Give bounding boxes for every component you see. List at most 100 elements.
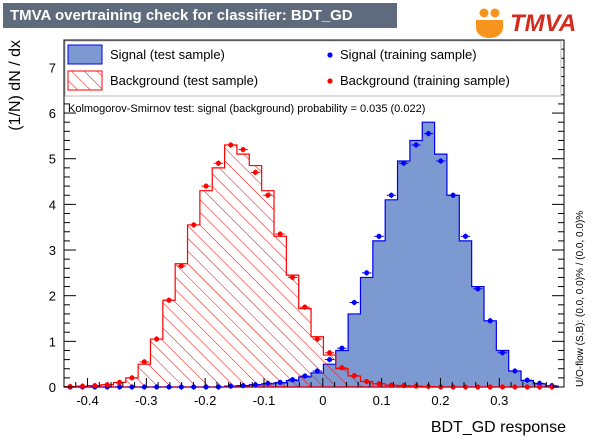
signal-train-point (487, 318, 493, 324)
signal-train-point (462, 233, 468, 239)
background-train-point (537, 384, 543, 390)
background-train-point (302, 304, 308, 310)
background-train-point (500, 384, 506, 390)
signal-train-point (252, 382, 258, 388)
signal-train-point (314, 368, 320, 374)
signal-train-point (438, 158, 444, 164)
background-train-point (413, 383, 419, 389)
x-tick-label: -0.3 (135, 393, 157, 408)
signal-train-point (351, 300, 357, 306)
signal-train-point (203, 384, 209, 390)
background-train-point (104, 382, 110, 388)
background-train-point (277, 231, 283, 237)
legend-marker-signal-train (327, 52, 333, 58)
background-train-point (129, 375, 135, 381)
y-tick-label: 1 (49, 334, 56, 349)
y-tick-label: 2 (49, 289, 56, 304)
legend-swatch-signal-test (67, 44, 103, 65)
training-points (65, 130, 557, 390)
background-train-point (178, 263, 184, 269)
logo-text: TMVA (510, 10, 576, 37)
background-train-point (512, 384, 518, 390)
legend-box (64, 40, 562, 97)
y-tick-label: 7 (49, 60, 56, 75)
signal-train-point (302, 373, 308, 379)
legend-background-test: Background (test sample) (110, 73, 258, 88)
background-train-point (524, 384, 530, 390)
signal-train-point (339, 345, 345, 351)
legend-background-train: Background (training sample) (340, 73, 510, 88)
y-tick-label: 3 (49, 243, 56, 258)
y-axis-title: (1/N) dN / dx (7, 40, 24, 131)
x-tick-label: 0.3 (490, 393, 508, 408)
signal-train-point (129, 384, 135, 390)
background-train-point (228, 142, 234, 148)
background-train-point (339, 365, 345, 371)
x-tick-label: 0.1 (373, 393, 391, 408)
x-axis-title: BDT_GD response (431, 419, 566, 436)
plot-title: TMVA overtraining check for classifier: … (3, 3, 397, 28)
background-train-point (191, 222, 197, 228)
background-train-point (92, 383, 98, 389)
signal-train-point (401, 160, 407, 166)
background-train-point (215, 160, 221, 166)
ks-test-text: Kolmogorov-Smirnov test: signal (backgro… (68, 103, 425, 115)
signal-train-point (524, 377, 530, 383)
background-train-point (327, 350, 333, 356)
y-tick-label: 6 (49, 106, 56, 121)
background-train-point (450, 384, 456, 390)
signal-train-point (512, 368, 518, 374)
background-train-point (487, 384, 493, 390)
signal-train-point (228, 383, 234, 389)
background-train-point (240, 147, 246, 153)
signal-train-point (388, 192, 394, 198)
x-tick-label: -0.4 (76, 393, 98, 408)
legend-marker-background-train (327, 78, 333, 84)
signal-train-point (166, 384, 172, 390)
legend-signal-train: Signal (training sample) (340, 47, 477, 62)
overflow-info: U/O-flow (S,B): (0.0, 0.0)% / (0.0, 0.0)… (575, 211, 586, 387)
background-test-histogram-path (63, 144, 559, 388)
background-train-point (351, 373, 357, 379)
y-tick-label: 4 (49, 197, 56, 212)
signal-train-point (240, 383, 246, 389)
background-train-point (314, 336, 320, 342)
background-train-point (166, 297, 172, 303)
signal-train-point (364, 270, 370, 276)
legend: Signal (test sample) Background (test sa… (64, 40, 562, 97)
tmva-logo: TMVA (470, 4, 592, 38)
background-train-point (265, 192, 271, 198)
background-train-point (388, 382, 394, 388)
signal-train-point (450, 192, 456, 198)
signal-train-point (376, 233, 382, 239)
signal-train-point (475, 286, 481, 292)
x-tick-label: 0 (319, 393, 326, 408)
signal-train-point (425, 131, 431, 137)
background-train-point (80, 383, 86, 389)
signal-train-point (500, 350, 506, 356)
x-tick-label: 0.2 (431, 393, 449, 408)
signal-train-point (290, 377, 296, 383)
signal-train-point (277, 379, 283, 385)
y-tick-label: 5 (49, 152, 56, 167)
background-train-point (549, 384, 555, 390)
signal-train-point (327, 357, 333, 363)
signal-train-point (117, 384, 123, 390)
background-train-point (141, 359, 147, 365)
legend-swatch-background-test (67, 70, 103, 91)
background-train-point (203, 183, 209, 189)
background-train-point (154, 336, 160, 342)
background-train-point (290, 274, 296, 280)
signal-train-point (141, 384, 147, 390)
x-tick-label: -0.1 (253, 393, 275, 408)
signal-train-point (537, 380, 543, 386)
x-tick-label: -0.2 (194, 393, 216, 408)
background-train-point (252, 169, 258, 175)
background-train-point (475, 384, 481, 390)
background-train-point (364, 379, 370, 385)
background-train-point (117, 379, 123, 385)
signal-train-point (413, 142, 419, 148)
background-train-point (376, 381, 382, 387)
background-test-histogram (63, 144, 559, 388)
